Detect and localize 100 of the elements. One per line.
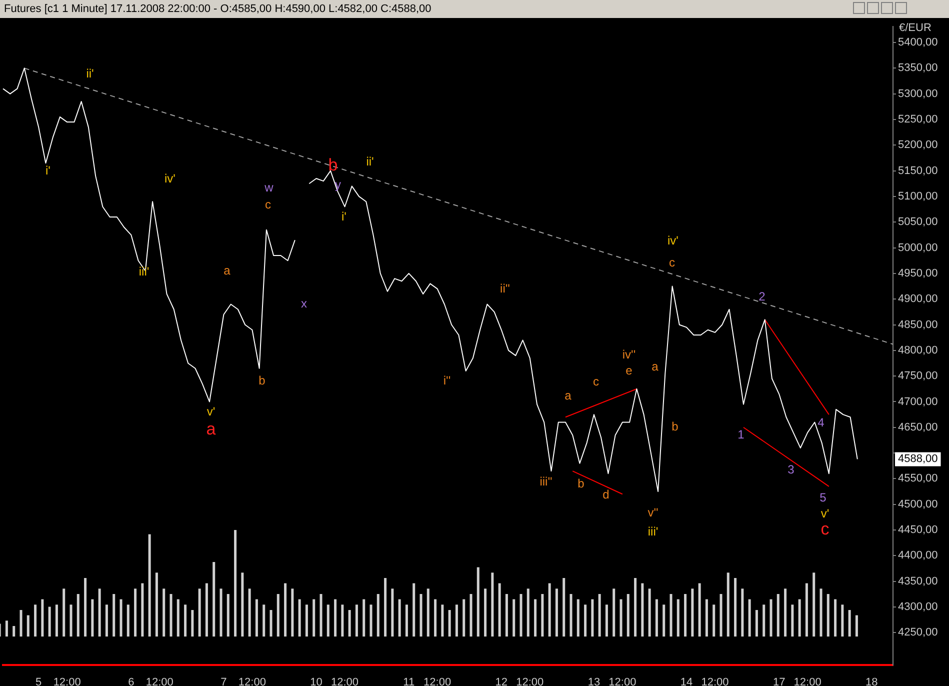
y-tick-label: 5200,00 [898,139,938,152]
x-tick-label: 12:00 [516,676,544,686]
x-tick-label: 5 [36,676,42,686]
bar [84,578,87,637]
annotation: v'' [648,505,658,520]
annotation: a [564,388,572,402]
text: 4588,00 [898,453,938,466]
bar [741,588,744,637]
y-tick-label: 4700,00 [898,396,938,408]
bar [748,599,751,637]
y-tick-label: 5150,00 [898,164,938,177]
x-tick-label: 7 [220,676,227,686]
bar [562,578,566,637]
bar [591,599,594,637]
bar [448,610,451,637]
y-tick-label: 4450,00 [898,524,938,536]
bar [620,599,622,637]
bar [376,594,380,637]
x-tick-label: 10 [310,676,322,686]
annotation: a [224,263,231,278]
bar [98,588,101,637]
bar [20,610,22,637]
bar [698,583,701,637]
bar [455,604,458,637]
bar [470,594,472,637]
annotation: w [264,180,274,194]
annotation: 3 [788,462,795,476]
bar [298,599,301,637]
y-tick-label: 4750,00 [898,370,938,382]
bar [234,530,237,637]
bar [576,599,580,637]
annotation: 1 [738,427,745,442]
bar [612,588,616,637]
bar [184,604,187,637]
y-tick-label: 4900,00 [898,293,938,306]
bar [405,604,408,637]
annotation: ii' [366,154,374,168]
annotation: 2 [758,289,766,304]
y-tick-label: 4350,00 [898,575,938,588]
bar [198,588,201,637]
bar [820,588,822,637]
bar [76,594,80,637]
bar [412,583,416,637]
annotation: iii'' [540,474,552,488]
y-tick-label: 4800,00 [898,344,938,356]
annotation: d [602,487,610,502]
x-tick-label: 12:00 [424,676,452,686]
bar [241,572,244,637]
y-tick-label: 5000,00 [898,242,938,254]
annotation: 4 [818,415,825,430]
bar [105,604,108,637]
annotation: ii'' [500,281,510,296]
annotation: b [258,373,266,388]
x-tick-label: 12:00 [330,676,359,686]
y-tick-label: 5350,00 [898,62,938,74]
bar [798,599,801,637]
y-tick-label: 5100,00 [898,190,938,202]
annotation: i' [342,209,346,224]
annotation: iv'' [622,347,636,362]
bar [498,583,501,637]
x-tick-label: 18 [866,676,878,686]
bar [70,604,72,637]
bar [434,599,437,637]
annotation: b [672,419,679,434]
bar [598,594,601,637]
x-tick-label: 12:00 [794,676,822,686]
bar [512,599,516,637]
bar [441,604,444,637]
bar [312,599,316,637]
annotation: b [328,156,338,175]
y-tick-label: 4550,00 [898,472,938,485]
annotation: ii' [86,66,94,80]
bar [341,604,344,637]
x-tick-label: 12:00 [608,676,636,686]
bar [420,594,422,637]
y-tick-label: 4250,00 [898,626,938,639]
x-tick-label: 6 [128,676,134,686]
bar [370,604,372,637]
bar [320,594,322,637]
y-tick-label: 5400,00 [898,36,938,49]
bar [26,615,30,637]
bar [755,610,758,637]
bar [584,604,587,637]
x-tick-label: 12:00 [146,676,174,686]
y-tick-label: 4500,00 [898,498,938,510]
bar [426,588,430,637]
y-tick-label: 5050,00 [898,216,938,228]
bar [812,572,816,637]
bar [191,610,194,637]
bar [655,599,658,637]
bar [126,604,130,637]
annotation: e [626,363,633,378]
annotation: c [669,255,675,270]
bar [684,594,687,637]
x-tick-label: 17 [772,676,786,686]
bar [248,588,251,637]
bar [270,610,272,637]
annotation: a [206,420,216,439]
x-tick-label: 12:00 [701,676,729,686]
annotation: b [578,476,585,490]
